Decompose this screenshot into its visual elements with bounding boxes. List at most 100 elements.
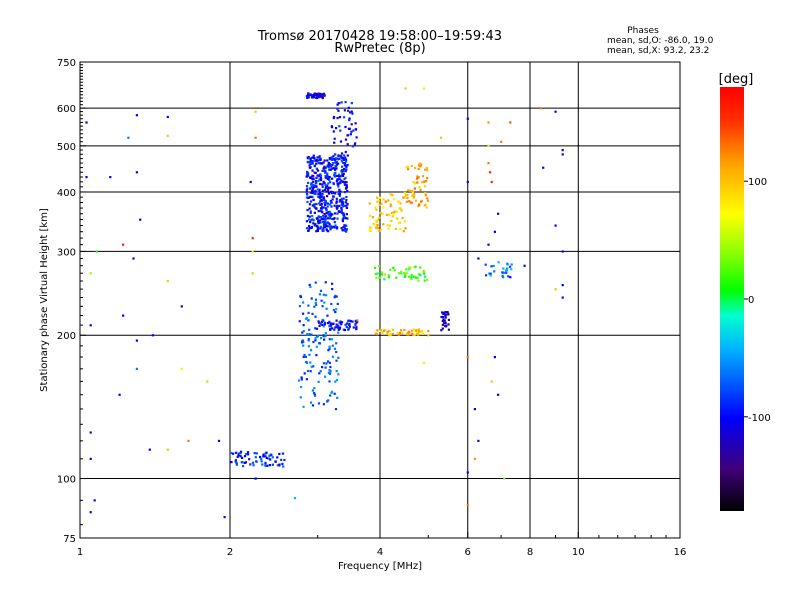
data-point bbox=[343, 178, 346, 181]
data-point bbox=[301, 331, 304, 334]
y-tick-label: 300 bbox=[57, 247, 76, 258]
data-point bbox=[327, 192, 330, 195]
data-point bbox=[392, 198, 395, 201]
data-point bbox=[333, 204, 336, 207]
data-point bbox=[321, 305, 324, 308]
data-point bbox=[399, 228, 402, 231]
data-point bbox=[419, 188, 422, 192]
data-point bbox=[329, 214, 333, 217]
data-point bbox=[403, 191, 406, 195]
data-point bbox=[344, 201, 347, 204]
data-point bbox=[330, 302, 333, 306]
data-point bbox=[326, 177, 329, 181]
data-point bbox=[323, 213, 326, 216]
data-point bbox=[332, 155, 335, 158]
data-point bbox=[329, 228, 332, 231]
data-point bbox=[493, 270, 496, 273]
data-point bbox=[337, 192, 340, 195]
data-point bbox=[312, 198, 315, 202]
data-point bbox=[324, 166, 327, 169]
data-point bbox=[326, 221, 329, 224]
data-point bbox=[313, 203, 316, 206]
data-point bbox=[335, 157, 338, 160]
data-point bbox=[234, 459, 237, 462]
data-point bbox=[330, 156, 333, 159]
data-point bbox=[315, 94, 318, 97]
data-point bbox=[385, 213, 388, 216]
data-point bbox=[343, 191, 347, 194]
data-point bbox=[306, 193, 309, 196]
data-point bbox=[122, 243, 125, 246]
data-point bbox=[375, 227, 378, 230]
data-point bbox=[348, 117, 351, 120]
data-point bbox=[322, 334, 325, 337]
data-point bbox=[554, 288, 557, 291]
data-point bbox=[317, 380, 320, 383]
data-point bbox=[353, 144, 356, 147]
data-point bbox=[441, 323, 444, 326]
data-point bbox=[328, 168, 331, 171]
data-point bbox=[416, 276, 419, 279]
data-point bbox=[311, 312, 314, 315]
data-point bbox=[340, 179, 343, 182]
data-point bbox=[324, 366, 327, 369]
data-point bbox=[246, 451, 250, 454]
data-point bbox=[321, 193, 324, 196]
data-point bbox=[424, 192, 427, 195]
data-point bbox=[324, 220, 327, 223]
data-point bbox=[303, 353, 306, 357]
data-point bbox=[320, 202, 323, 206]
data-point bbox=[487, 243, 490, 246]
data-point bbox=[320, 162, 323, 165]
data-point bbox=[335, 379, 339, 382]
data-point bbox=[440, 315, 443, 319]
data-point bbox=[326, 164, 329, 167]
data-point bbox=[321, 205, 324, 208]
data-point bbox=[313, 392, 316, 395]
data-point bbox=[326, 159, 329, 162]
data-point bbox=[306, 156, 309, 159]
data-point bbox=[335, 161, 338, 164]
data-point bbox=[404, 194, 408, 197]
data-point bbox=[497, 212, 500, 215]
data-point bbox=[331, 191, 334, 195]
data-point bbox=[328, 175, 331, 179]
data-point bbox=[326, 202, 330, 205]
data-point bbox=[316, 188, 319, 191]
data-point bbox=[313, 224, 316, 227]
data-point bbox=[328, 165, 332, 168]
data-point bbox=[337, 373, 340, 376]
data-point bbox=[265, 456, 268, 459]
data-point bbox=[328, 210, 331, 214]
data-point bbox=[334, 326, 337, 329]
data-point bbox=[311, 162, 314, 165]
data-point bbox=[328, 338, 331, 341]
data-point bbox=[337, 326, 340, 329]
data-point bbox=[376, 329, 379, 332]
data-point bbox=[493, 356, 496, 359]
data-point bbox=[333, 392, 336, 395]
data-point bbox=[317, 93, 320, 96]
data-point bbox=[414, 265, 417, 268]
data-point bbox=[329, 217, 332, 220]
data-point bbox=[421, 175, 425, 178]
data-point bbox=[561, 296, 564, 299]
data-point bbox=[313, 387, 316, 390]
data-point bbox=[489, 171, 492, 174]
data-point bbox=[424, 275, 427, 278]
data-point bbox=[260, 457, 263, 461]
data-point bbox=[375, 220, 378, 223]
data-point bbox=[335, 197, 338, 200]
data-point bbox=[251, 461, 255, 464]
data-point bbox=[342, 212, 345, 215]
data-point bbox=[237, 454, 240, 457]
data-point bbox=[340, 323, 343, 326]
data-point bbox=[440, 329, 443, 332]
data-point bbox=[344, 150, 347, 154]
data-point bbox=[314, 394, 317, 397]
data-point bbox=[135, 114, 138, 117]
data-point bbox=[561, 284, 564, 287]
data-point bbox=[345, 165, 348, 168]
data-point bbox=[376, 200, 379, 203]
data-point bbox=[355, 325, 358, 328]
